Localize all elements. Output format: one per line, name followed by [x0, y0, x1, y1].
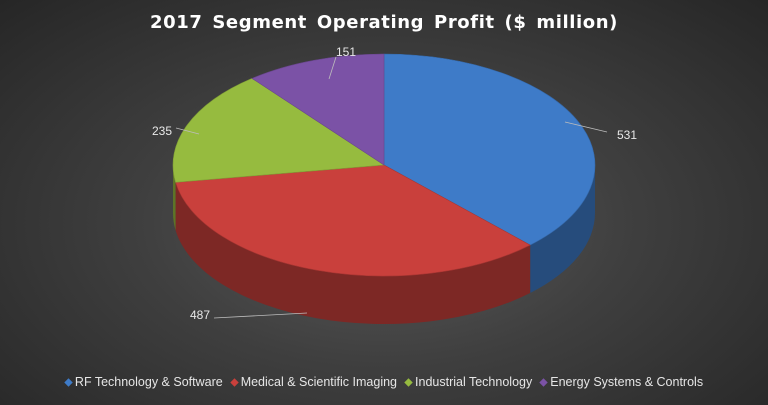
leader-line-2	[175, 127, 200, 135]
pie-slice-1	[175, 164, 531, 277]
legend-label-1: Medical & Scientific Imaging	[240, 375, 398, 389]
leader-line-0	[564, 121, 608, 133]
data-label-2: 235	[152, 124, 172, 138]
data-label-1: 487	[190, 308, 210, 322]
pie-slice-2	[172, 78, 385, 183]
pie-label-layer: 531 487 235 151	[152, 45, 637, 322]
legend-item-2: Industrial Technology	[404, 375, 533, 389]
legend-marker-1	[229, 377, 239, 387]
legend-marker-2	[404, 377, 413, 387]
legend-item-3: Energy Systems & Controls	[539, 375, 704, 389]
data-label-3: 151	[336, 45, 356, 59]
legend-label-2: Industrial Technology	[415, 375, 533, 389]
data-label-0: 531	[617, 128, 637, 142]
legend-label-3: Energy Systems & Controls	[550, 375, 704, 389]
chart-title: 2017 Segment Operating Profit ($ million…	[150, 12, 618, 33]
pie-side-0	[530, 165, 595, 294]
leader-line-3	[328, 56, 337, 80]
leader-line-1	[213, 312, 308, 319]
legend-marker-0	[64, 377, 73, 387]
pie-side-2	[173, 165, 176, 231]
legend-item-0: RF Technology & Software	[64, 375, 223, 389]
legend-label-0: RF Technology & Software	[74, 375, 223, 389]
pie-side-layer	[173, 165, 595, 325]
legend-marker-3	[539, 377, 548, 387]
pie-slice-0	[383, 53, 596, 246]
pie-slice-3	[251, 53, 385, 166]
legend-item-1: Medical & Scientific Imaging	[229, 375, 398, 389]
legend: RF Technology & Software Medical & Scient…	[0, 375, 768, 389]
pie-top-layer	[172, 53, 596, 277]
pie-side-1	[175, 182, 531, 325]
